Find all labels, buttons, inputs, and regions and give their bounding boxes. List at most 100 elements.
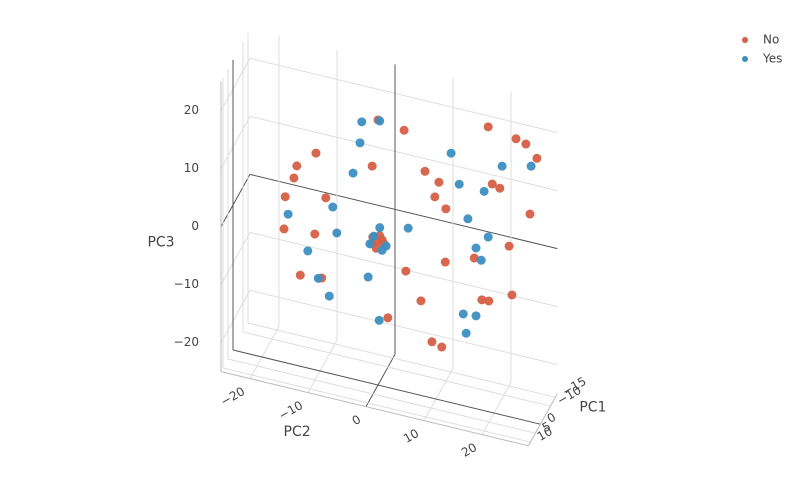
y-tick-label: 10 (401, 426, 421, 446)
grid-line (220, 290, 251, 343)
point (310, 229, 320, 239)
point (375, 223, 385, 233)
point (357, 117, 367, 127)
grid-line (481, 382, 512, 435)
point (484, 296, 494, 306)
y-tick-label: 0 (350, 412, 364, 428)
point (483, 232, 493, 242)
point (461, 328, 471, 338)
point (355, 138, 365, 148)
point (471, 311, 481, 321)
point (427, 337, 437, 347)
z-tick-label: −20 (174, 335, 199, 349)
z-tick-label: −10 (174, 277, 199, 291)
point (463, 214, 473, 224)
point (434, 177, 444, 187)
grid-line (365, 354, 396, 407)
y-tick-label: 20 (459, 440, 479, 460)
point (303, 246, 313, 256)
point (430, 192, 440, 202)
point (437, 342, 447, 352)
point (511, 134, 521, 144)
z-tick-label: 0 (191, 219, 199, 233)
point (295, 270, 305, 280)
point (383, 313, 393, 323)
grid-line (423, 368, 454, 421)
point (495, 183, 505, 193)
grid-line (220, 58, 251, 111)
legend-label: No (763, 33, 779, 47)
z-tick-label: 10 (184, 161, 199, 175)
y-axis-title: PC2 (284, 424, 311, 440)
point (332, 228, 342, 238)
x-tick-label: 10 (535, 424, 555, 444)
point (313, 273, 323, 283)
point (471, 243, 481, 253)
grid-line (232, 349, 541, 425)
legend-label: Yes (762, 52, 782, 66)
legend-marker (742, 56, 748, 62)
x-axis-title: PC1 (579, 400, 606, 416)
point (507, 290, 517, 300)
point (420, 166, 430, 176)
grid-line (220, 232, 251, 285)
point (440, 257, 450, 267)
point (375, 116, 385, 126)
grid-line (307, 340, 338, 393)
point (525, 209, 535, 219)
point (279, 224, 289, 234)
point (504, 241, 514, 251)
point (416, 296, 426, 306)
y-tick-label: −10 (276, 398, 305, 423)
point (441, 204, 451, 214)
point (497, 161, 507, 171)
point (446, 148, 456, 158)
point (280, 192, 290, 202)
point (328, 202, 338, 212)
grid-line (249, 173, 558, 250)
point (324, 291, 334, 301)
grid-line (227, 358, 536, 434)
point (487, 179, 497, 189)
point (363, 272, 373, 282)
point (479, 186, 489, 196)
point (283, 209, 293, 219)
grid-line (222, 367, 531, 443)
grid-line (242, 331, 551, 407)
grid-line (249, 326, 280, 379)
point (526, 161, 536, 171)
point (469, 253, 479, 263)
point (403, 223, 413, 233)
grid-line (249, 57, 558, 134)
grid-line (247, 322, 556, 398)
point (292, 161, 302, 171)
axis-line (527, 393, 558, 447)
point (369, 231, 379, 241)
grid-line (249, 115, 558, 192)
point (399, 125, 409, 135)
z-axis-title: PC3 (147, 235, 174, 251)
legend-marker (742, 37, 748, 43)
point (377, 245, 387, 255)
point (289, 173, 299, 183)
point (477, 295, 487, 305)
axis-line (220, 371, 529, 447)
point (348, 168, 358, 178)
point (483, 122, 493, 132)
point (365, 239, 375, 249)
point (521, 139, 531, 149)
point (458, 309, 468, 319)
point (454, 179, 464, 189)
grid-line (249, 289, 558, 366)
grid-line (220, 116, 251, 169)
point (311, 148, 321, 158)
grid-line (220, 174, 251, 227)
point (476, 255, 486, 265)
z-tick-label: 20 (184, 103, 199, 117)
point (367, 161, 377, 171)
point (321, 193, 331, 203)
point (401, 266, 411, 276)
point (374, 315, 384, 325)
point (532, 153, 542, 163)
